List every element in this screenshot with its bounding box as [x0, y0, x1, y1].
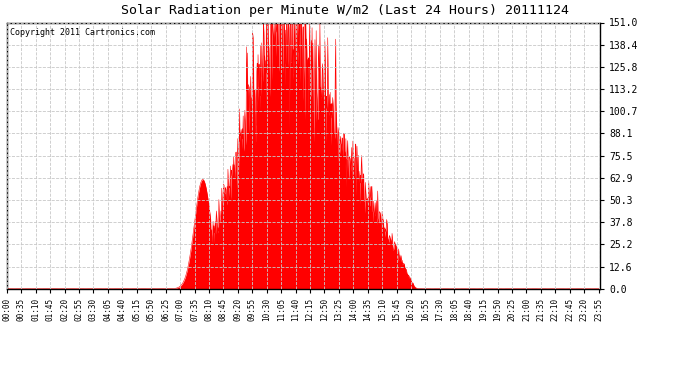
Text: Solar Radiation per Minute W/m2 (Last 24 Hours) 20111124: Solar Radiation per Minute W/m2 (Last 24…	[121, 4, 569, 17]
Text: Copyright 2011 Cartronics.com: Copyright 2011 Cartronics.com	[10, 28, 155, 37]
